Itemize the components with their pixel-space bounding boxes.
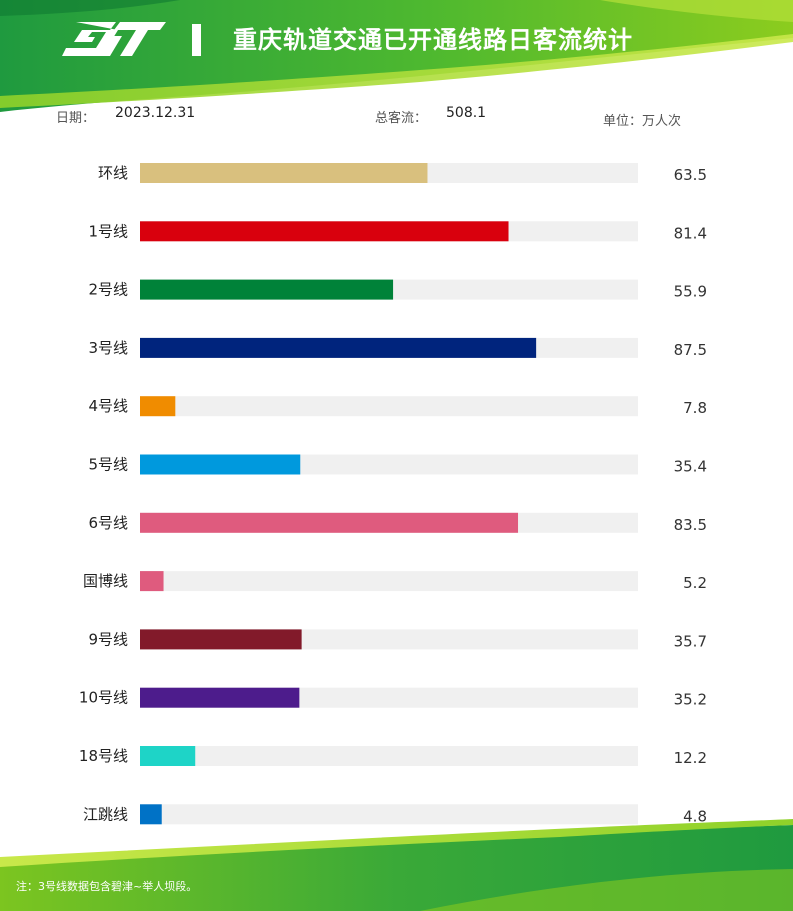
total-value: 508.1 bbox=[446, 105, 487, 121]
bar-track bbox=[140, 804, 638, 825]
category-label: 6号线 bbox=[88, 514, 128, 532]
bar bbox=[140, 571, 164, 592]
logo-icon bbox=[62, 22, 166, 56]
category-label: 4号线 bbox=[88, 397, 128, 415]
bar bbox=[140, 163, 428, 183]
category-label: 5号线 bbox=[88, 456, 128, 474]
bar bbox=[140, 337, 537, 358]
date-label: 日期： bbox=[56, 111, 96, 126]
value-label: 87.5 bbox=[674, 341, 707, 359]
bar bbox=[140, 512, 519, 533]
value-label: 35.2 bbox=[674, 691, 707, 709]
category-label: 江跳线 bbox=[83, 805, 128, 823]
bar bbox=[140, 279, 394, 300]
bar bbox=[140, 687, 300, 708]
footnote: 注：3号线数据包含碧津~举人坝段。 bbox=[16, 880, 198, 893]
value-label: 63.5 bbox=[674, 166, 707, 184]
footer-band bbox=[0, 819, 793, 911]
category-label: 18号线 bbox=[79, 747, 128, 765]
category-label: 2号线 bbox=[88, 281, 128, 299]
title-divider bbox=[192, 24, 201, 56]
page-title: 重庆轨道交通已开通线路日客流统计 bbox=[233, 26, 633, 54]
category-label: 10号线 bbox=[79, 689, 128, 707]
bar-track bbox=[140, 746, 638, 766]
category-label: 国博线 bbox=[83, 572, 128, 590]
value-label: 83.5 bbox=[674, 516, 707, 534]
value-label: 4.8 bbox=[683, 807, 707, 825]
category-label: 1号线 bbox=[88, 222, 128, 240]
bar bbox=[140, 629, 302, 650]
category-label: 环线 bbox=[98, 164, 128, 182]
bar bbox=[140, 396, 176, 417]
value-label: 12.2 bbox=[674, 749, 707, 767]
bar-track bbox=[140, 571, 638, 592]
total-label: 总客流： bbox=[375, 111, 428, 126]
bar bbox=[140, 454, 301, 475]
category-label: 9号线 bbox=[88, 630, 128, 648]
unit-label: 单位：万人次 bbox=[603, 114, 682, 129]
bar bbox=[140, 804, 162, 825]
value-label: 81.4 bbox=[674, 224, 707, 242]
bar-track bbox=[140, 396, 638, 417]
value-label: 5.2 bbox=[683, 574, 707, 592]
value-label: 7.8 bbox=[683, 399, 707, 417]
value-label: 35.7 bbox=[674, 632, 707, 650]
bar bbox=[140, 746, 196, 766]
value-label: 35.4 bbox=[674, 458, 707, 476]
date-value: 2023.12.31 bbox=[115, 105, 196, 121]
category-label: 3号线 bbox=[88, 339, 128, 357]
value-label: 55.9 bbox=[674, 283, 707, 301]
bar bbox=[140, 221, 509, 242]
